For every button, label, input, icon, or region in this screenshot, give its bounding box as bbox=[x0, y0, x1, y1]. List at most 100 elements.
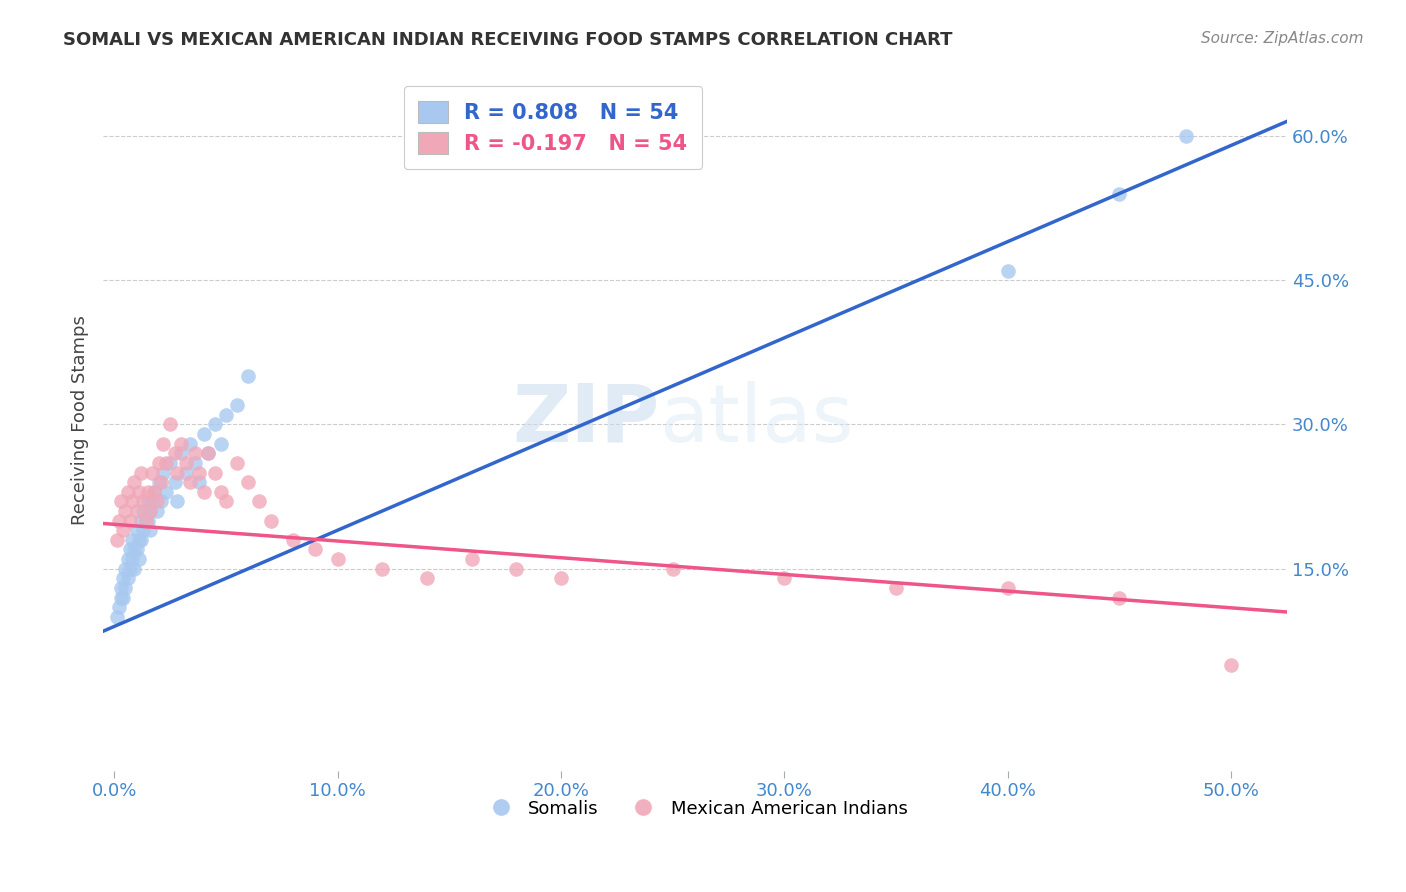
Point bbox=[281, 533, 304, 547]
Point bbox=[371, 562, 394, 576]
Point bbox=[150, 494, 173, 508]
Point bbox=[129, 533, 152, 547]
Point bbox=[121, 552, 143, 566]
Point bbox=[132, 504, 155, 518]
Point bbox=[136, 514, 159, 528]
Point bbox=[105, 533, 128, 547]
Point bbox=[416, 571, 439, 585]
Point bbox=[135, 514, 157, 528]
Point bbox=[1108, 591, 1130, 605]
Point bbox=[150, 475, 173, 490]
Point bbox=[197, 446, 219, 460]
Point bbox=[121, 494, 143, 508]
Point bbox=[110, 581, 132, 595]
Point bbox=[211, 436, 233, 450]
Y-axis label: Receiving Food Stamps: Receiving Food Stamps bbox=[72, 315, 89, 524]
Point bbox=[326, 552, 349, 566]
Point bbox=[163, 446, 186, 460]
Point bbox=[112, 523, 135, 537]
Point bbox=[125, 542, 148, 557]
Point bbox=[141, 494, 163, 508]
Point bbox=[997, 581, 1019, 595]
Point bbox=[166, 466, 188, 480]
Point bbox=[183, 446, 205, 460]
Point bbox=[152, 466, 174, 480]
Point bbox=[118, 542, 141, 557]
Point bbox=[226, 456, 249, 470]
Text: Source: ZipAtlas.com: Source: ZipAtlas.com bbox=[1201, 31, 1364, 46]
Point bbox=[174, 466, 197, 480]
Point bbox=[163, 475, 186, 490]
Point bbox=[129, 514, 152, 528]
Point bbox=[215, 494, 238, 508]
Point bbox=[132, 494, 155, 508]
Point bbox=[550, 571, 572, 585]
Point bbox=[145, 494, 167, 508]
Point bbox=[215, 408, 238, 422]
Point bbox=[136, 494, 159, 508]
Point bbox=[1175, 128, 1198, 143]
Text: SOMALI VS MEXICAN AMERICAN INDIAN RECEIVING FOOD STAMPS CORRELATION CHART: SOMALI VS MEXICAN AMERICAN INDIAN RECEIV… bbox=[63, 31, 953, 49]
Point bbox=[997, 263, 1019, 277]
Point bbox=[159, 417, 181, 432]
Point bbox=[1108, 186, 1130, 201]
Point bbox=[125, 523, 148, 537]
Point bbox=[114, 562, 136, 576]
Legend: Somalis, Mexican American Indians: Somalis, Mexican American Indians bbox=[475, 792, 915, 825]
Point bbox=[110, 591, 132, 605]
Point bbox=[174, 456, 197, 470]
Point bbox=[226, 398, 249, 412]
Point bbox=[204, 417, 226, 432]
Point bbox=[105, 609, 128, 624]
Point bbox=[128, 484, 150, 499]
Text: atlas: atlas bbox=[659, 381, 853, 458]
Point bbox=[128, 552, 150, 566]
Point bbox=[155, 484, 177, 499]
Point bbox=[118, 514, 141, 528]
Point bbox=[114, 581, 136, 595]
Point bbox=[128, 533, 150, 547]
Point bbox=[129, 466, 152, 480]
Point bbox=[114, 504, 136, 518]
Point bbox=[1220, 657, 1243, 672]
Point bbox=[155, 456, 177, 470]
Point bbox=[110, 494, 132, 508]
Point bbox=[132, 523, 155, 537]
Point bbox=[117, 552, 139, 566]
Point bbox=[193, 427, 215, 442]
Point bbox=[304, 542, 326, 557]
Point bbox=[117, 484, 139, 499]
Point bbox=[238, 475, 260, 490]
Point bbox=[148, 456, 170, 470]
Point bbox=[238, 369, 260, 384]
Point bbox=[884, 581, 907, 595]
Point bbox=[112, 571, 135, 585]
Point bbox=[249, 494, 271, 508]
Point bbox=[107, 600, 129, 615]
Point bbox=[460, 552, 482, 566]
Point bbox=[152, 436, 174, 450]
Point bbox=[117, 571, 139, 585]
Point bbox=[179, 436, 201, 450]
Point bbox=[211, 484, 233, 499]
Point bbox=[141, 466, 163, 480]
Point bbox=[124, 542, 146, 557]
Point bbox=[139, 504, 162, 518]
Point bbox=[166, 494, 188, 508]
Point bbox=[121, 533, 143, 547]
Point bbox=[183, 456, 205, 470]
Point bbox=[143, 484, 166, 499]
Point bbox=[148, 475, 170, 490]
Point bbox=[112, 591, 135, 605]
Point bbox=[124, 562, 146, 576]
Point bbox=[107, 514, 129, 528]
Point bbox=[188, 475, 211, 490]
Point bbox=[136, 484, 159, 499]
Point bbox=[773, 571, 796, 585]
Point bbox=[259, 514, 281, 528]
Point bbox=[139, 504, 162, 518]
Point bbox=[197, 446, 219, 460]
Point bbox=[179, 475, 201, 490]
Point bbox=[125, 504, 148, 518]
Point bbox=[661, 562, 683, 576]
